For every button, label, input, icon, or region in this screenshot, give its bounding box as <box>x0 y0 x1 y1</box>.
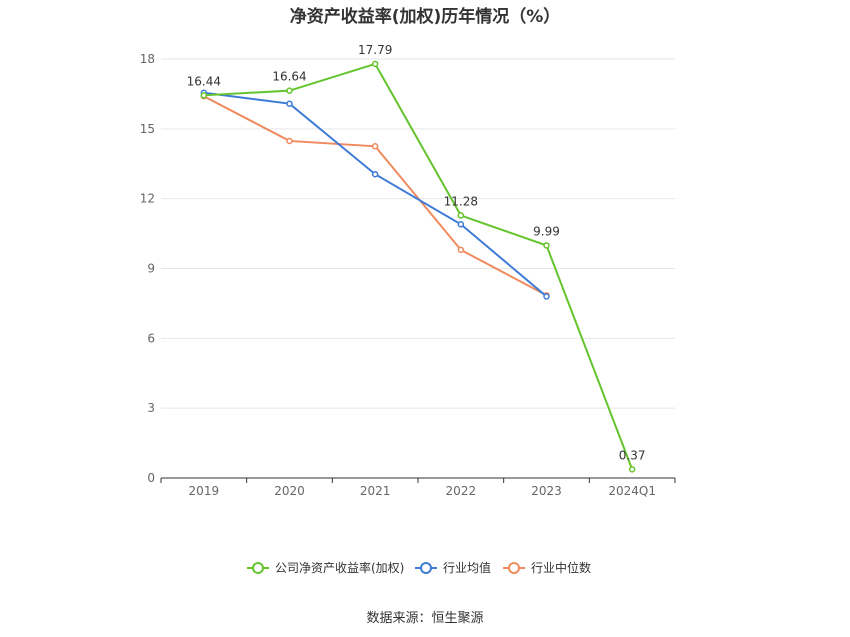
legend-label: 公司净资产收益率(加权) <box>275 560 404 575</box>
y-tick-label: 15 <box>140 122 155 136</box>
data-label: 17.79 <box>358 43 392 57</box>
data-label: 16.44 <box>187 74 221 88</box>
y-tick-label: 18 <box>140 52 155 66</box>
chart-title: 净资产收益率(加权)历年情况（%） <box>289 7 561 27</box>
legend-label: 行业中位数 <box>531 560 591 575</box>
y-tick-label: 12 <box>140 192 155 206</box>
data-point[interactable] <box>457 246 465 254</box>
data-point[interactable] <box>286 100 293 107</box>
legend-marker <box>420 562 432 574</box>
data-point[interactable] <box>371 170 379 178</box>
data-point[interactable] <box>371 143 379 150</box>
axis-layer: 0 3 6 9 12 15 18 2019 2020 2021 2022 2023 2024Q1 <box>140 52 676 498</box>
data-label-layer: 16.44 16.64 17.79 11.28 9.99 0.37 <box>187 43 646 462</box>
legend-marker <box>508 562 520 574</box>
series-line <box>203 95 547 297</box>
legend-marker <box>252 562 264 574</box>
series-line <box>203 62 634 470</box>
x-tick-label: 2022 <box>446 484 477 498</box>
data-source-note: 数据来源：恒生聚源 <box>366 611 484 626</box>
x-tick-label: 2020 <box>274 484 305 498</box>
legend-item[interactable]: 行业中位数 <box>503 560 591 575</box>
y-tick-label: 0 <box>147 471 155 485</box>
x-tick-label: 2023 <box>531 484 562 498</box>
series-layer <box>200 60 636 473</box>
data-label: 16.64 <box>272 70 306 84</box>
data-point[interactable] <box>200 92 208 99</box>
data-label: 11.28 <box>444 194 478 208</box>
grid-layer <box>161 58 675 409</box>
x-tick-label: 2019 <box>189 484 220 498</box>
legend-item[interactable]: 公司净资产收益率(加权) <box>247 560 404 575</box>
y-tick-label: 9 <box>147 262 155 276</box>
legend-label: 行业均值 <box>443 560 491 575</box>
data-point[interactable] <box>457 221 465 228</box>
y-tick-label: 6 <box>147 331 155 345</box>
data-point[interactable] <box>457 212 465 219</box>
data-point[interactable] <box>286 137 293 145</box>
data-label: 9.99 <box>533 224 560 238</box>
data-point[interactable] <box>371 60 379 68</box>
legend-item[interactable]: 行业均值 <box>415 560 491 575</box>
y-tick-label: 3 <box>147 401 155 415</box>
legend: 公司净资产收益率(加权) 行业均值 行业中位数 <box>247 560 591 575</box>
data-point[interactable] <box>543 293 550 300</box>
data-point[interactable] <box>286 87 293 94</box>
data-point[interactable] <box>543 242 550 249</box>
data-point[interactable] <box>628 466 636 473</box>
data-label: 0.37 <box>619 448 646 462</box>
x-tick-label: 2024Q1 <box>608 484 656 498</box>
x-tick-label: 2021 <box>360 484 391 498</box>
